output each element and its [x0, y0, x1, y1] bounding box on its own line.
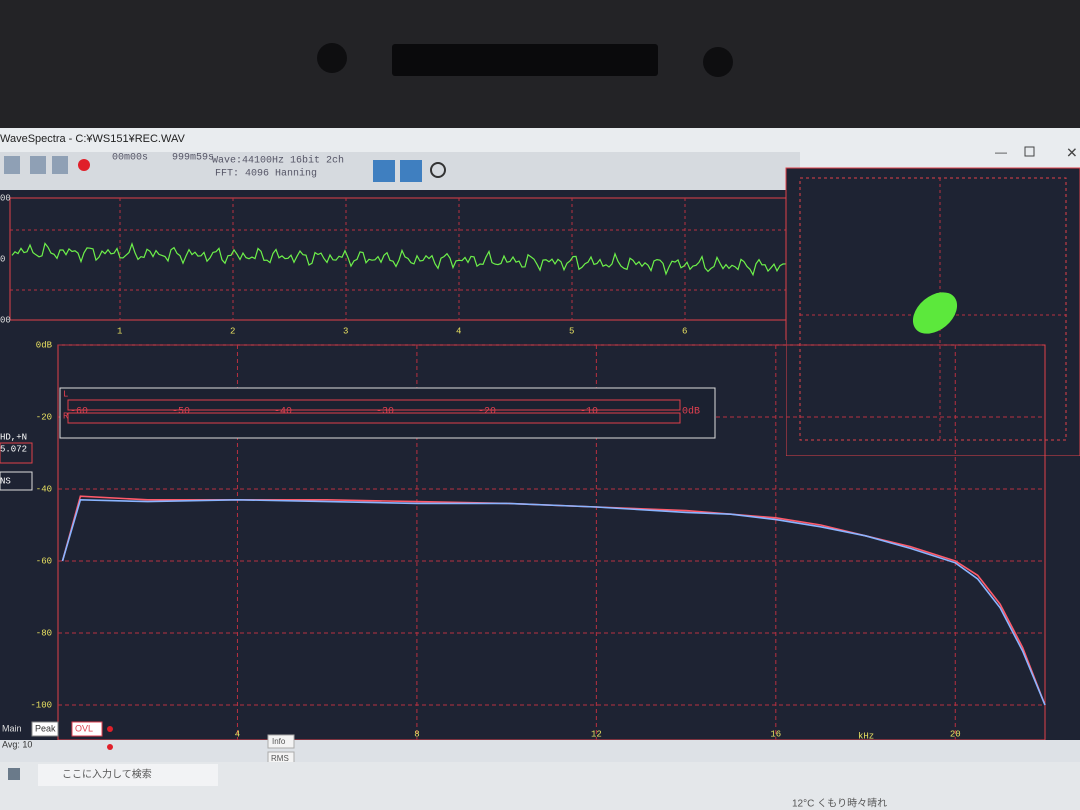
- spectrum-panel: [786, 456, 1080, 740]
- bottom-panel: [0, 740, 1080, 762]
- meter-bar: [67, 399, 681, 411]
- camera-dot: [703, 47, 733, 77]
- x-tick-label: 12: [591, 729, 602, 739]
- meter-bar: [67, 412, 681, 424]
- weather: 12°C くもり時々晴れ: [792, 797, 887, 810]
- info-button[interactable]: [267, 734, 295, 749]
- waveform-x-label: 4: [456, 326, 461, 336]
- time-end: 999m59s: [172, 153, 214, 164]
- waveform-x-label: 3: [343, 326, 348, 336]
- camera-dot: [317, 43, 347, 73]
- waveform-y-label: 00: [0, 193, 11, 203]
- window-title: WaveSpectra - C:¥WS151¥REC.WAV: [0, 133, 185, 145]
- camera-bar: [392, 44, 658, 76]
- zoom-button[interactable]: [430, 162, 446, 178]
- meter-channel: R: [63, 411, 69, 421]
- x-unit-label: kHz: [858, 731, 874, 741]
- time-start: 00m00s: [112, 153, 148, 164]
- waveform-trace: [11, 242, 796, 277]
- waveform-x-label: 2: [230, 326, 235, 336]
- meter-scale-label: 0dB: [682, 406, 700, 418]
- spectrum-plot: 0dB -20 -40 -60 -80 -100 4 8 12 16 20 kHz: [30, 340, 1046, 741]
- mode-label: NS: [0, 476, 11, 486]
- y-tick-label: 0dB: [36, 340, 53, 350]
- meter-scale-label: -30: [376, 407, 394, 418]
- view-button[interactable]: [373, 160, 395, 182]
- search-box[interactable]: [38, 764, 218, 786]
- thd-label: HD,+N: [0, 432, 27, 442]
- record-button[interactable]: [78, 159, 90, 171]
- start-button[interactable]: [8, 768, 20, 780]
- view-button[interactable]: [400, 160, 422, 182]
- waveform-x-label: 1: [117, 326, 122, 336]
- restore-button[interactable]: [1024, 146, 1035, 157]
- play-button[interactable]: [52, 156, 68, 174]
- y-tick-label: -20: [36, 412, 52, 422]
- peak-label: Peak: [35, 723, 56, 733]
- wave-info: Wave:44100Hz 16bit 2ch: [212, 155, 344, 167]
- meter-scale-label: -50: [172, 407, 190, 418]
- meter-scale-label: -60: [70, 407, 88, 418]
- meter-scale-label: -40: [274, 407, 292, 418]
- ovl-led: [107, 726, 113, 732]
- waveform-x-label: 6: [682, 326, 687, 336]
- spectrum-line: [61, 498, 1046, 706]
- waveform-y-label: 00: [0, 315, 11, 325]
- lissajous-blob: [912, 292, 958, 334]
- stop-button[interactable]: [4, 156, 20, 174]
- waveform-x-label: 5: [569, 326, 574, 336]
- x-tick-label: 20: [950, 729, 961, 739]
- x-tick-label: 16: [770, 729, 781, 739]
- mode-box: [0, 471, 33, 491]
- y-tick-label: -60: [36, 556, 52, 566]
- y-tick-label: -40: [36, 484, 52, 494]
- info-label: Info: [272, 737, 286, 746]
- fft-info: FFT: 4096 Hanning: [215, 168, 317, 180]
- rms-label: RMS: [271, 754, 289, 763]
- search-placeholder: ここに入力して検索: [62, 768, 152, 781]
- ovl-led: [107, 744, 113, 750]
- lissajous-frame: [799, 177, 1067, 441]
- thd-box: [0, 442, 33, 464]
- ovl-label: OVL: [75, 723, 93, 733]
- main-label: Main: [2, 723, 22, 733]
- meter-scale-label: -20: [478, 407, 496, 418]
- y-tick-label: -80: [36, 628, 52, 638]
- meter-scale: L R -60 -50 -40 -30 -20 -10 0dB: [63, 389, 700, 421]
- minimize-button[interactable]: —: [995, 145, 1007, 159]
- y-tick-label: -100: [30, 700, 52, 710]
- x-tick-label: 8: [414, 729, 419, 739]
- x-tick-label: 4: [235, 729, 240, 739]
- close-button[interactable]: ✕: [1066, 145, 1078, 161]
- meter-channel: L: [63, 389, 68, 399]
- meter-scale-label: -10: [580, 407, 598, 418]
- peak-button[interactable]: [31, 721, 59, 737]
- pause-button[interactable]: [30, 156, 46, 174]
- thd-value: 5.072: [0, 444, 27, 454]
- ovl-indicator: [71, 721, 103, 737]
- waveform-y-label: 0: [0, 254, 5, 264]
- avg-label: Avg: 10: [2, 739, 32, 749]
- waveform-panel: [0, 190, 800, 340]
